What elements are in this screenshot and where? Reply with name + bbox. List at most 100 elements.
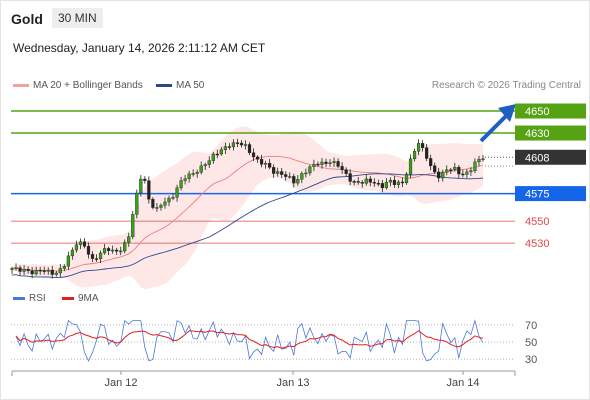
candle-body-52 xyxy=(219,149,223,155)
candle-body-81 xyxy=(336,161,340,167)
legend-rsi: RSI xyxy=(13,293,46,304)
candle-body-97 xyxy=(400,181,405,184)
candle-body-87 xyxy=(360,182,364,184)
9ma-swatch xyxy=(62,296,74,300)
candle-body-21 xyxy=(94,258,99,260)
x-label-0: Jan 12 xyxy=(104,377,137,389)
candle-body-46 xyxy=(195,172,199,174)
candle-body-44 xyxy=(187,173,191,179)
candle-body-23 xyxy=(102,248,107,254)
candle-body-104 xyxy=(429,158,433,167)
candle-body-56 xyxy=(235,142,240,144)
candle-body-15 xyxy=(70,249,74,257)
candle-body-54 xyxy=(227,146,231,148)
candle-body-74 xyxy=(308,166,312,174)
legend-9ma-label: 9MA xyxy=(78,293,99,304)
rsi-line xyxy=(15,319,484,362)
legend-ma20: MA 20 + Bollinger Bands xyxy=(13,80,143,91)
candle-body-47 xyxy=(199,165,203,173)
candle-body-16 xyxy=(74,244,79,251)
candle-body-13 xyxy=(62,266,66,269)
candle-body-112 xyxy=(461,173,465,176)
candle-body-19 xyxy=(86,246,91,255)
rsi-tick-50: 50 xyxy=(525,337,537,349)
candle-body-12 xyxy=(58,268,62,274)
legend-9ma: 9MA xyxy=(62,293,99,304)
candle-body-102 xyxy=(421,143,425,148)
candle-body-30 xyxy=(131,214,135,237)
rsi-tick-70: 70 xyxy=(525,320,537,332)
candle-body-27 xyxy=(119,250,123,253)
level-label-4575: 4575 xyxy=(525,189,549,201)
legend-ma50: MA 50 xyxy=(156,80,204,91)
candle-body-58 xyxy=(243,144,248,146)
candle-body-3 xyxy=(22,269,26,272)
level-box-bg-4630 xyxy=(515,125,586,141)
candle-body-75 xyxy=(312,163,316,167)
candle-body-55 xyxy=(231,142,236,148)
candle-body-41 xyxy=(175,187,179,198)
candle-body-91 xyxy=(376,182,380,185)
candle-body-101 xyxy=(416,143,421,152)
ma50-line xyxy=(11,173,484,279)
candle-body-95 xyxy=(392,179,397,185)
level-box-bg-4650 xyxy=(515,103,586,119)
candle-body-4 xyxy=(26,269,30,271)
candle-body-72 xyxy=(300,173,304,180)
candle-body-1 xyxy=(14,267,18,269)
candle-body-8 xyxy=(42,270,46,272)
candle-body-7 xyxy=(38,269,42,272)
candle-body-45 xyxy=(191,173,195,175)
candle-body-90 xyxy=(372,182,376,184)
level-box-4630: 4630 xyxy=(515,125,586,141)
candle-body-57 xyxy=(239,142,244,146)
ma20-swatch xyxy=(13,83,29,87)
candle-body-40 xyxy=(171,197,175,199)
candle-body-22 xyxy=(98,252,103,259)
rsi-swatch xyxy=(13,296,25,300)
level-label-4650: 4650 xyxy=(525,106,549,118)
candle-body-82 xyxy=(340,166,344,170)
chart-datetime: Wednesday, January 14, 2026 2:11:12 AM C… xyxy=(13,41,266,55)
rsi-tick-30: 30 xyxy=(525,354,537,366)
projection-arrow-shaft xyxy=(479,114,508,143)
candle-body-92 xyxy=(380,183,384,189)
candle-body-49 xyxy=(207,160,211,165)
candle-body-78 xyxy=(324,161,328,164)
candle-body-38 xyxy=(163,201,167,206)
level-label-4608: 4608 xyxy=(525,152,549,164)
candle-body-111 xyxy=(457,167,461,175)
candle-body-68 xyxy=(284,174,288,177)
projection-arrow-head xyxy=(498,104,516,122)
candle-body-34 xyxy=(147,180,151,200)
level-box-bg-4575 xyxy=(515,186,586,202)
candle-body-116 xyxy=(477,159,481,163)
candle-body-80 xyxy=(332,161,336,163)
candle-body-77 xyxy=(320,161,324,165)
candle-body-71 xyxy=(296,179,300,184)
candle-body-48 xyxy=(203,164,207,167)
timeframe-badge[interactable]: 30 MIN xyxy=(52,8,103,28)
candle-body-85 xyxy=(352,181,356,183)
candle-body-29 xyxy=(127,236,131,243)
candle-body-96 xyxy=(396,181,401,185)
candle-body-24 xyxy=(107,248,111,251)
candle-body-60 xyxy=(251,152,256,158)
candle-body-63 xyxy=(264,163,268,165)
candle-body-109 xyxy=(449,169,453,171)
candle-body-66 xyxy=(276,171,280,174)
candle-body-18 xyxy=(82,241,87,247)
candle-body-88 xyxy=(364,178,368,184)
candle-body-67 xyxy=(280,171,284,175)
level-label-4530: 4530 xyxy=(525,238,549,250)
level-box-4575: 4575 xyxy=(515,186,586,202)
x-label-2: Jan 14 xyxy=(446,377,479,389)
level-box-4608: 4608 xyxy=(515,149,586,165)
candle-body-9 xyxy=(46,269,50,272)
candle-body-89 xyxy=(368,178,372,183)
x-label-1: Jan 13 xyxy=(276,377,309,389)
candle-body-20 xyxy=(90,254,95,259)
candle-body-5 xyxy=(30,270,34,275)
candle-body-25 xyxy=(111,249,115,252)
